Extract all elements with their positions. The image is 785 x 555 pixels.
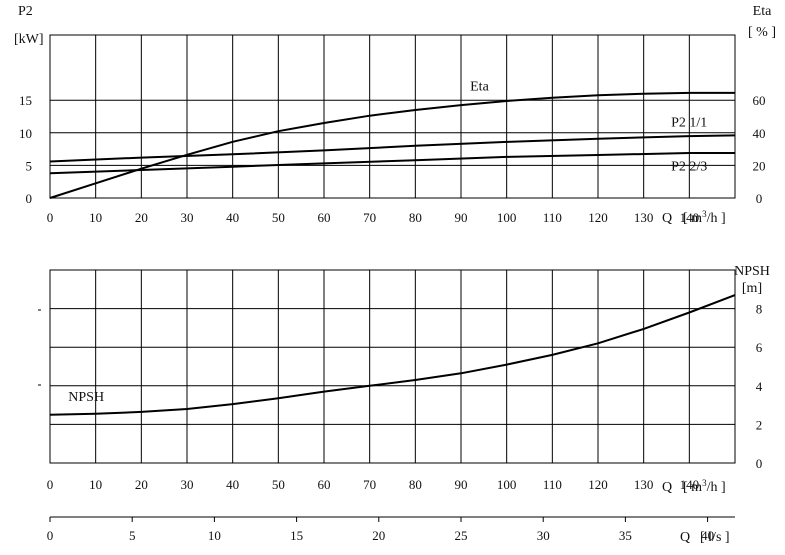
bottom-x-tick-label: 20 <box>135 477 148 492</box>
top-x-tick-label: 100 <box>497 210 517 225</box>
left-y-tick-label: 0 <box>26 191 33 206</box>
p2-full-series-label: P2 1/1 <box>671 115 707 130</box>
npsh-axis-unit: [m] <box>742 281 762 296</box>
top-x-tick-label: 110 <box>543 210 562 225</box>
bottom-x-tick-label: 70 <box>363 477 376 492</box>
bottom-x-tick-label: 110 <box>543 477 562 492</box>
p2-two-thirds-curve <box>49 152 735 175</box>
npsh-series-label: NPSH <box>68 390 104 405</box>
top-x-tick-label: 20 <box>135 210 148 225</box>
top-x-tick-label: 70 <box>363 210 376 225</box>
bottom-x-tick-label: 40 <box>226 477 239 492</box>
right-axis-unit: [ % ] <box>748 25 776 40</box>
ls-x-tick-label: 15 <box>290 528 303 543</box>
top-x-tick-label: 30 <box>181 210 194 225</box>
top-x-tick-label: 90 <box>455 210 468 225</box>
ls-axis-unit: [ l/s ] <box>700 530 730 545</box>
bottom-x-tick-label: 100 <box>497 477 517 492</box>
bottom-x-tick-label: 120 <box>588 477 608 492</box>
right-y-tick-label: 60 <box>753 93 766 108</box>
top-x-tick-label: 50 <box>272 210 285 225</box>
npsh-axis-title: NPSH <box>734 264 770 279</box>
left-axis-unit: [kW] <box>14 32 44 47</box>
left-y-tick-label: 5 <box>26 158 33 173</box>
top-x-axis-unit: [ m3/h ] <box>683 209 726 226</box>
ls-x-tick-label: 10 <box>208 528 221 543</box>
right-y-tick-label: 0 <box>756 191 763 206</box>
eta-series-label: Eta <box>470 79 489 94</box>
right-y-tick-label: 20 <box>753 158 766 173</box>
bottom-plot-frame <box>49 269 736 464</box>
right-y-tick-label: 40 <box>753 126 766 141</box>
left-y-tick-label: 15 <box>19 93 32 108</box>
left-y-tick-label: 10 <box>19 126 32 141</box>
npsh-y-tick-label: 8 <box>756 302 763 317</box>
top-x-tick-label: 10 <box>89 210 102 225</box>
bottom-x-tick-label: 80 <box>409 477 422 492</box>
bottom-x-tick-label: 60 <box>318 477 331 492</box>
top-x-tick-label: 0 <box>47 210 54 225</box>
npsh-y-tick-label: 0 <box>756 456 763 471</box>
top-x-tick-label: 140 <box>680 210 700 225</box>
bottom-x-tick-label: 140 <box>680 477 700 492</box>
npsh-y-tick-label: 2 <box>756 417 763 432</box>
top-x-tick-label: 40 <box>226 210 239 225</box>
top-x-axis-label: Q <box>662 211 672 226</box>
bottom-x-tick-label: 130 <box>634 477 654 492</box>
npsh-curve <box>49 294 736 416</box>
bottom-x-tick-label: 10 <box>89 477 102 492</box>
bottom-x-tick-label: 50 <box>272 477 285 492</box>
top-x-tick-label: 60 <box>318 210 331 225</box>
npsh-y-tick-label: 6 <box>756 340 763 355</box>
top-x-tick-label: 80 <box>409 210 422 225</box>
bottom-x-tick-label: 30 <box>181 477 194 492</box>
p2-two-thirds-series-label: P2 2/3 <box>671 160 707 175</box>
ls-axis-label: Q <box>680 530 690 545</box>
bottom-x-axis-unit: [ m3/h ] <box>683 478 726 495</box>
top-x-tick-label: 130 <box>634 210 654 225</box>
npsh-y-tick-label: 4 <box>756 379 763 394</box>
top-x-tick-label: 120 <box>588 210 608 225</box>
ls-x-tick-label: 5 <box>129 528 136 543</box>
bottom-x-tick-label: 90 <box>455 477 468 492</box>
top-plot-frame <box>49 34 736 199</box>
bottom-x-tick-label: 0 <box>47 477 54 492</box>
right-axis-title: Eta <box>753 4 772 19</box>
ls-x-tick-label: 35 <box>619 528 632 543</box>
eta-curve <box>49 91 735 199</box>
left-axis-title: P2 <box>18 4 33 19</box>
ls-x-tick-label: 40 <box>701 528 714 543</box>
p2-full-curve <box>49 134 736 163</box>
ls-x-tick-label: 0 <box>47 528 54 543</box>
ls-x-tick-label: 30 <box>537 528 550 543</box>
bottom-x-axis-label: Q <box>662 480 672 495</box>
ls-x-tick-label: 20 <box>372 528 385 543</box>
ls-x-tick-label: 25 <box>454 528 467 543</box>
